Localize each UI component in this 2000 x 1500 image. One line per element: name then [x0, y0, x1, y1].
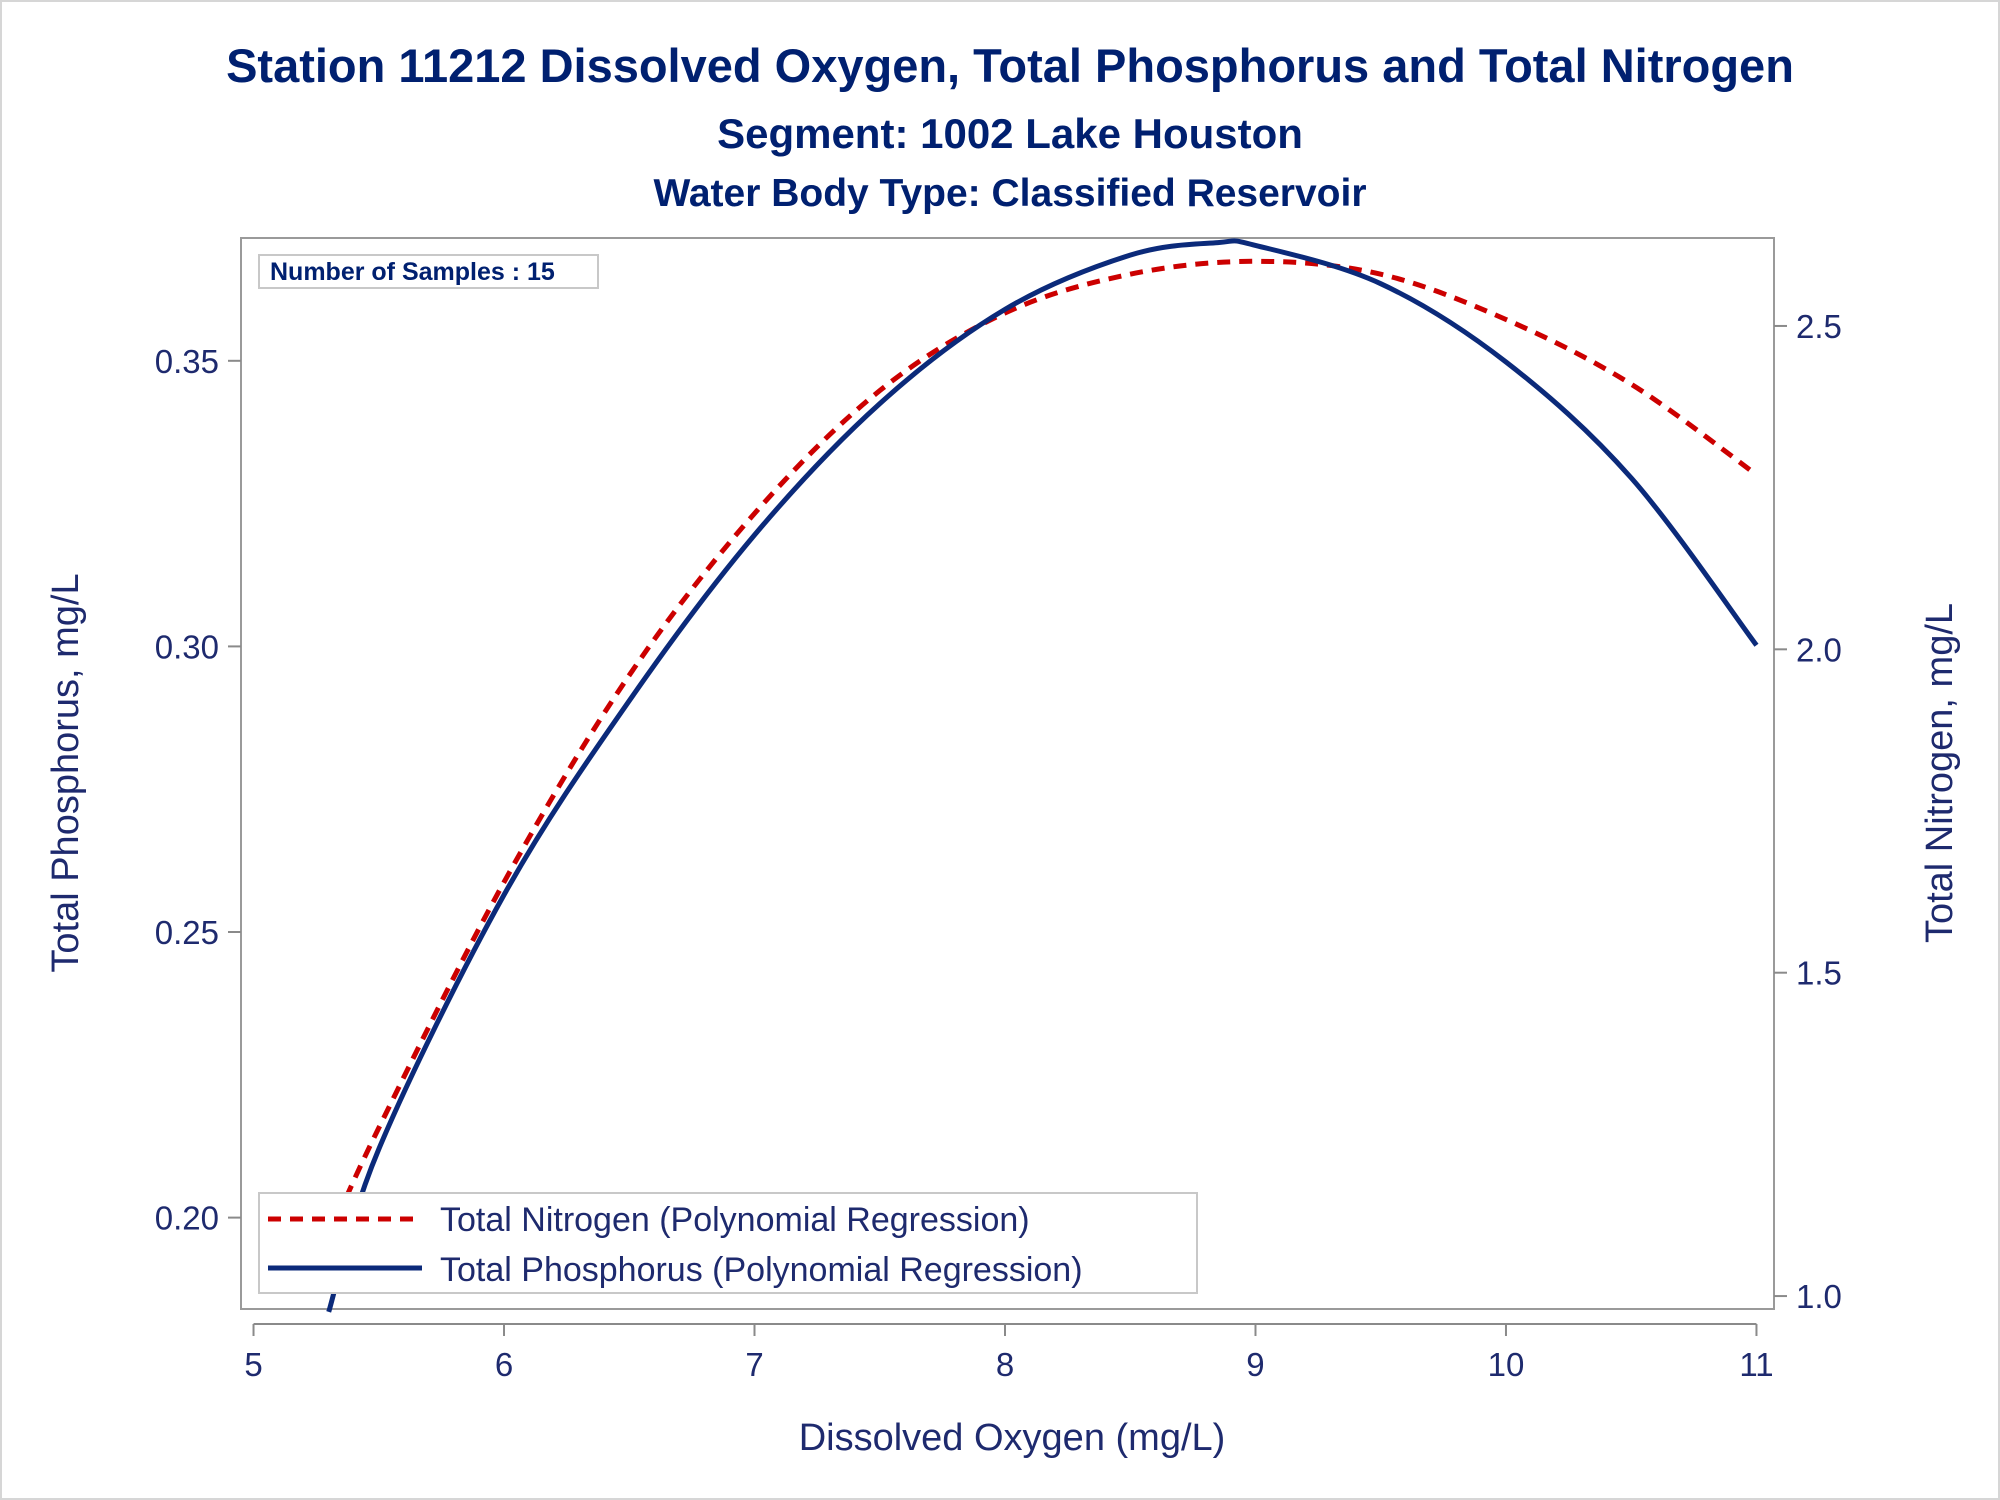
sample-count-box [258, 254, 599, 289]
legend-label-phosphorus: Total Phosphorus (Polynomial Regression) [440, 1251, 1083, 1289]
chart-subtitle: Segment: 1002 Lake Houston [717, 110, 1303, 157]
y-left-tick-label: 0.35 [155, 343, 219, 380]
sample-count-label: Number of Samples : 15 [270, 258, 555, 286]
x-tick-label: 10 [1488, 1346, 1525, 1383]
x-tick-label: 9 [1246, 1346, 1264, 1383]
x-tick-label: 11 [1739, 1346, 1773, 1383]
y-right-tick-label: 2.5 [1796, 308, 1842, 345]
y-left-tick-label: 0.25 [155, 914, 219, 951]
y-left-tick-label: 0.30 [155, 628, 219, 665]
x-tick-label: 5 [244, 1346, 262, 1383]
y-left-axis-label: Total Phosphorus, mg/L [45, 573, 87, 972]
chart-title: Station 11212 Dissolved Oxygen, Total Ph… [226, 39, 1794, 92]
series-line-phosphorus [326, 238, 1759, 1313]
plot-area [240, 237, 1775, 1310]
legend-box [258, 1192, 1198, 1294]
x-tick-label: 7 [745, 1346, 763, 1383]
y-right-axis: 1.0 1.5 2.0 2.5 [1774, 308, 1842, 1315]
x-axis: 5 6 7 8 9 10 11 [244, 1323, 1774, 1383]
x-tick-label: 8 [996, 1346, 1014, 1383]
legend-label-nitrogen: Total Nitrogen (Polynomial Regression) [440, 1201, 1030, 1239]
series-layer [326, 238, 1759, 1313]
y-right-axis-label: Total Nitrogen, mg/L [1919, 603, 1961, 943]
y-right-tick-label: 1.0 [1796, 1278, 1842, 1315]
y-left-tick-label: 0.20 [155, 1200, 219, 1237]
y-right-tick-label: 2.0 [1796, 631, 1842, 668]
x-axis-label: Dissolved Oxygen (mg/L) [799, 1417, 1226, 1459]
y-right-tick-label: 1.5 [1796, 955, 1842, 992]
y-left-axis: 0.20 0.25 0.30 0.35 [155, 343, 241, 1237]
chart-subtitle-2: Water Body Type: Classified Reservoir [653, 172, 1366, 215]
x-tick-label: 6 [495, 1346, 513, 1383]
series-line-nitrogen [326, 258, 1758, 1239]
